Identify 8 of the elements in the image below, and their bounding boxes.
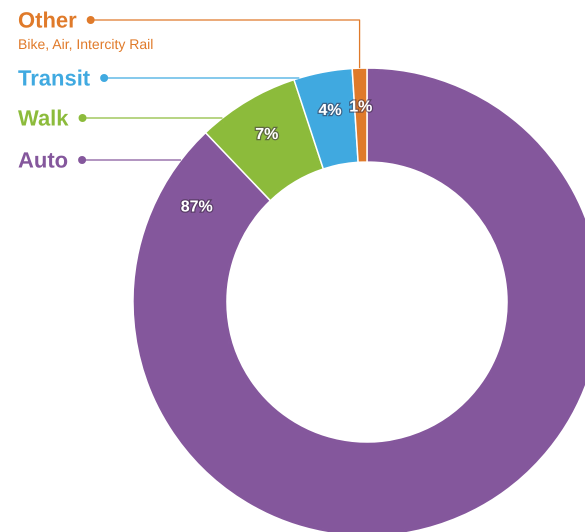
data-label: 7% xyxy=(255,126,278,144)
data-label: 1% xyxy=(349,98,372,116)
data-label: 87% xyxy=(180,198,213,216)
legend-label: Transit xyxy=(18,66,91,90)
legend-label: Walk xyxy=(18,106,70,130)
data-label: 4% xyxy=(318,102,342,120)
legend-label: Other xyxy=(18,8,78,32)
legend-label: Auto xyxy=(18,148,68,172)
